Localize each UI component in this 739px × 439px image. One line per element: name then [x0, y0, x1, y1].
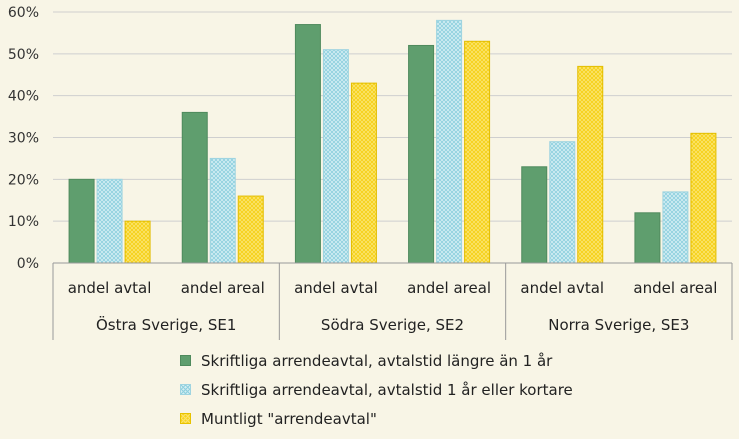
- bar-1: [181, 111, 208, 264]
- legend-swatch-green: [180, 355, 191, 366]
- x-group-label: Östra Sverige, SE1: [96, 315, 236, 334]
- y-tick-label: 0%: [17, 256, 39, 272]
- x-category-label: andel avtal: [294, 279, 378, 297]
- legend: Skriftliga arrendeavtal, avtalstid längr…: [180, 346, 573, 433]
- legend-item-series-3: Muntligt "arrendeavtal": [180, 404, 573, 433]
- legend-item-series-2: Skriftliga arrendeavtal, avtalstid 1 år …: [180, 375, 573, 404]
- legend-swatch-blue: [180, 384, 191, 395]
- x-group-label: Norra Sverige, SE3: [548, 316, 689, 334]
- y-tick-label: 60%: [8, 5, 39, 21]
- bar-2: [96, 178, 123, 264]
- bar-1: [634, 212, 661, 264]
- y-tick-label: 40%: [8, 89, 39, 105]
- bar-1: [294, 24, 321, 264]
- bar-1: [68, 178, 95, 264]
- y-tick-label: 30%: [8, 131, 39, 147]
- legend-label-series-1: Skriftliga arrendeavtal, avtalstid längr…: [201, 351, 553, 370]
- y-tick-label: 20%: [8, 172, 39, 188]
- x-category-label: andel avtal: [520, 279, 604, 297]
- legend-label-series-2: Skriftliga arrendeavtal, avtalstid 1 år …: [201, 380, 573, 399]
- y-axis-ticks: 0% 10% 20% 30% 40% 50% 60%: [8, 5, 39, 272]
- legend-item-series-1: Skriftliga arrendeavtal, avtalstid längr…: [180, 346, 573, 375]
- legend-swatch-yellow: [180, 413, 191, 424]
- bar-3: [237, 195, 264, 264]
- bar-1: [408, 44, 435, 264]
- bar-3: [464, 40, 491, 264]
- bars: [68, 19, 717, 264]
- x-category-label: andel areal: [633, 279, 717, 297]
- y-tick-label: 50%: [8, 47, 39, 63]
- bar-2: [662, 191, 689, 264]
- x-axis: andel avtal andel areal andel avtal andel a…: [52, 262, 733, 340]
- bar-2: [209, 157, 236, 264]
- bar-3: [124, 220, 151, 264]
- bar-3: [690, 132, 717, 264]
- bar-2: [322, 49, 349, 264]
- gridlines: [53, 11, 732, 264]
- bar-2: [436, 19, 463, 264]
- bar-3: [577, 65, 604, 264]
- x-category-label: andel areal: [407, 279, 491, 297]
- x-group-label: Södra Sverige, SE2: [321, 316, 464, 334]
- y-tick-label: 10%: [8, 214, 39, 230]
- bar-3: [350, 82, 377, 264]
- legend-label-series-3: Muntligt "arrendeavtal": [201, 409, 377, 428]
- bar-2: [549, 141, 576, 264]
- bar-1: [521, 166, 548, 264]
- bar-chart: 0% 10% 20% 30% 40% 50% 60% andel avtal andel ar…: [8, 5, 733, 340]
- x-category-label: andel areal: [181, 279, 265, 297]
- x-category-label: andel avtal: [68, 279, 152, 297]
